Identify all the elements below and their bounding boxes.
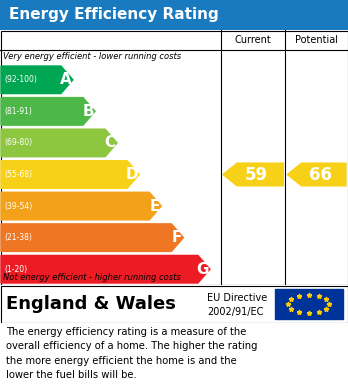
Text: Potential: Potential xyxy=(295,35,338,45)
Polygon shape xyxy=(1,129,117,157)
Text: A: A xyxy=(60,72,72,87)
Text: (39-54): (39-54) xyxy=(4,202,32,211)
Text: EU Directive: EU Directive xyxy=(207,293,267,303)
Text: Energy Efficiency Rating: Energy Efficiency Rating xyxy=(9,7,219,23)
Text: (69-80): (69-80) xyxy=(4,138,32,147)
Text: 66: 66 xyxy=(309,165,332,183)
Polygon shape xyxy=(223,163,283,186)
Text: Not energy efficient - higher running costs: Not energy efficient - higher running co… xyxy=(3,273,181,282)
Text: 2002/91/EC: 2002/91/EC xyxy=(207,307,263,317)
Text: (1-20): (1-20) xyxy=(4,265,27,274)
Polygon shape xyxy=(1,224,183,251)
Text: F: F xyxy=(171,230,182,245)
Text: England & Wales: England & Wales xyxy=(6,295,176,313)
Text: (21-38): (21-38) xyxy=(4,233,32,242)
Text: B: B xyxy=(82,104,94,119)
Text: 59: 59 xyxy=(245,165,268,183)
Text: D: D xyxy=(126,167,139,182)
Text: Very energy efficient - lower running costs: Very energy efficient - lower running co… xyxy=(3,52,181,61)
Text: (81-91): (81-91) xyxy=(4,107,32,116)
Polygon shape xyxy=(287,163,346,186)
Text: G: G xyxy=(197,262,209,277)
Polygon shape xyxy=(1,98,95,125)
Text: The energy efficiency rating is a measure of the
overall efficiency of a home. T: The energy efficiency rating is a measur… xyxy=(6,327,258,380)
Polygon shape xyxy=(1,192,161,220)
Text: Current: Current xyxy=(235,35,271,45)
Polygon shape xyxy=(1,66,73,93)
Text: (55-68): (55-68) xyxy=(4,170,32,179)
Polygon shape xyxy=(1,161,139,188)
Polygon shape xyxy=(1,255,210,283)
Text: (92-100): (92-100) xyxy=(4,75,37,84)
Bar xyxy=(275,289,343,319)
Text: E: E xyxy=(149,199,159,213)
Text: C: C xyxy=(104,135,116,151)
